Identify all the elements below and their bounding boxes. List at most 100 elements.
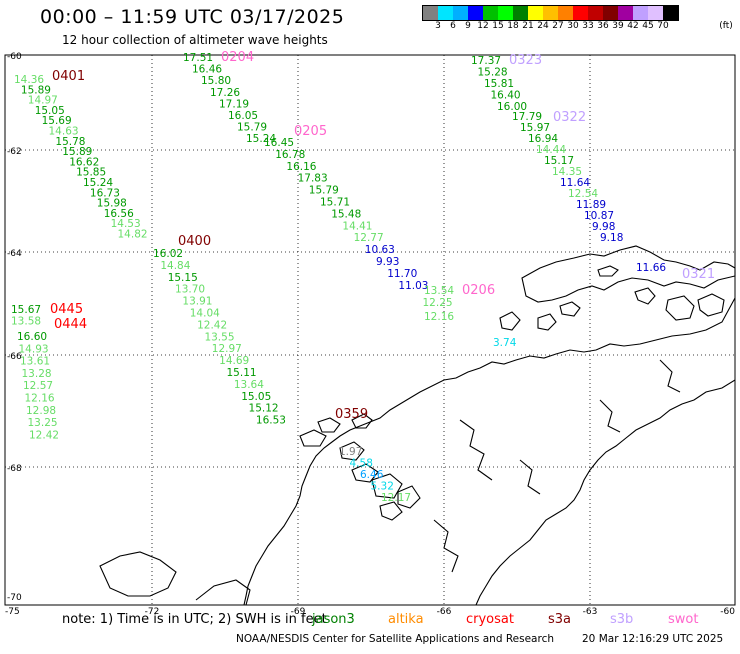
color-swatch	[483, 6, 498, 20]
wave-height-value: 12.16	[424, 311, 454, 323]
wave-height-value: 12.16	[25, 393, 55, 405]
wave-height-value: 16.60	[17, 331, 47, 343]
color-scale-tick: 3	[435, 21, 441, 31]
island-outline	[99, 551, 177, 597]
color-scale-tick: 36	[597, 21, 609, 31]
satellite-legend-s3b: s3b	[610, 612, 634, 627]
color-scale-tick: 21	[522, 21, 534, 31]
island-outline	[697, 293, 725, 317]
wave-height-value: 11.66	[636, 262, 666, 274]
wave-height-value: 15.24	[246, 133, 276, 145]
wave-height-value: 16.45	[264, 137, 294, 149]
wave-height-value: 17.19	[219, 98, 249, 110]
wave-height-value: 15.89	[62, 146, 92, 158]
coastline	[99, 245, 736, 606]
wave-height-value: 12.42	[29, 429, 59, 441]
wave-height-value: 14.36	[14, 74, 44, 86]
pass-id-label: 0205	[294, 124, 327, 139]
satellite-legend-altika: altika	[388, 612, 424, 627]
page-subtitle: 12 hour collection of altimeter wave hei…	[62, 33, 328, 47]
island-outline	[499, 311, 521, 331]
color-swatch	[633, 6, 648, 20]
pass-id-label: 0206	[462, 283, 495, 298]
pass-id-label: 0322	[553, 110, 586, 125]
wave-height-value: 16.00	[497, 101, 527, 113]
wave-height-value: 16.94	[528, 133, 558, 145]
color-swatch	[558, 6, 573, 20]
color-swatch	[603, 6, 618, 20]
longitude-label: -63	[583, 607, 598, 617]
wave-height-value: 13.28	[22, 368, 52, 380]
wave-height-value: 13.64	[234, 379, 264, 391]
wave-height-value: 15.97	[520, 122, 550, 134]
graticule: -60 -62 -64 -66 -68 -70 -75 -72 -69 -66 -63 -60	[5, 52, 735, 617]
coast-detail	[459, 419, 493, 481]
color-swatch	[663, 6, 678, 20]
wave-height-value: 12.77	[354, 232, 384, 244]
wave-height-value: 15.81	[484, 78, 514, 90]
wave-height-value: 3.74	[493, 337, 517, 349]
color-swatch	[513, 6, 528, 20]
wave-height-value: 15.89	[21, 84, 51, 96]
color-swatch	[438, 6, 453, 20]
wave-height-value: 16.78	[275, 149, 305, 161]
color-swatch	[588, 6, 603, 20]
wave-height-value: 15.12	[249, 403, 279, 415]
wave-height-value: 6.46	[360, 469, 384, 481]
footer-timestamp: 20 Mar 12:16:29 UTC 2025	[582, 633, 724, 645]
wave-height-value: 12.25	[423, 297, 453, 309]
island-outline	[299, 429, 327, 447]
color-scale-tick: 6	[450, 21, 456, 31]
color-swatch	[498, 6, 513, 20]
color-scale-tick: 9	[465, 21, 471, 31]
wave-height-value: 13.61	[20, 356, 50, 368]
satellite-legend-swot: swot	[668, 612, 699, 627]
satellite-legend-s3a: s3a	[548, 612, 572, 627]
color-swatch	[423, 6, 438, 20]
wave-height-value: 12.42	[197, 319, 227, 331]
wave-height-labels: 040114.3615.8914.9715.0515.6914.6315.781…	[11, 50, 715, 504]
footer-note: note: 1) Time is in UTC; 2) SWH is in fe…	[62, 612, 327, 627]
latitude-label: -68	[7, 464, 22, 474]
latitude-label: -66	[7, 352, 22, 362]
coast-detail	[599, 399, 621, 433]
wave-height-value: 17.26	[210, 87, 240, 99]
island-outline	[537, 313, 557, 331]
wave-height-value: 14.82	[118, 229, 148, 241]
wave-height-value: 16.40	[491, 90, 521, 102]
footer-note-text: note: 1) Time is in UTC; 2) SWH is in fe…	[62, 612, 327, 627]
color-swatch	[573, 6, 588, 20]
island-outline	[351, 413, 373, 429]
island-outline	[597, 265, 619, 277]
longitude-label: -66	[437, 607, 452, 617]
south-shetland-islands	[521, 245, 736, 303]
wave-height-value: 12.97	[212, 343, 242, 355]
color-swatch	[618, 6, 633, 20]
latitude-label: -64	[7, 249, 22, 259]
wave-height-value: 16.46	[192, 64, 222, 76]
pass-id-label: 0400	[178, 234, 211, 249]
wave-height-value: 14.41	[342, 220, 372, 232]
color-scale-tick: 39	[612, 21, 624, 31]
wave-height-value: 16.73	[90, 187, 120, 199]
wave-height-value: 12.54	[568, 188, 598, 200]
island-outline	[397, 485, 421, 509]
wave-height-value: 15.24	[83, 177, 113, 189]
color-scale-tick: 15	[492, 21, 504, 31]
color-scale-bar	[422, 5, 679, 21]
wave-height-value: 14.69	[219, 355, 249, 367]
wave-height-value: 13.91	[182, 296, 212, 308]
page-title: 00:00 – 11:59 UTC 03/17/2025	[40, 6, 345, 28]
color-scale-labels: 3 6 9 12 15 18 21 24 27 30 33 36 39 42 45 70 (ft)	[422, 21, 740, 33]
color-scale-tick: 42	[627, 21, 639, 31]
coast-detail	[519, 459, 541, 495]
wave-height-value: 16.16	[286, 161, 316, 173]
coast-detail	[659, 359, 681, 393]
wave-height-value: 11.03	[398, 280, 428, 292]
wave-height-value: 9.18	[600, 232, 623, 244]
wave-height-value: 11.64	[560, 177, 590, 189]
wave-height-value: 15.78	[55, 136, 85, 148]
wave-height-value: 17.79	[512, 111, 542, 123]
color-swatch	[543, 6, 558, 20]
color-scale-tick: 33	[582, 21, 594, 31]
